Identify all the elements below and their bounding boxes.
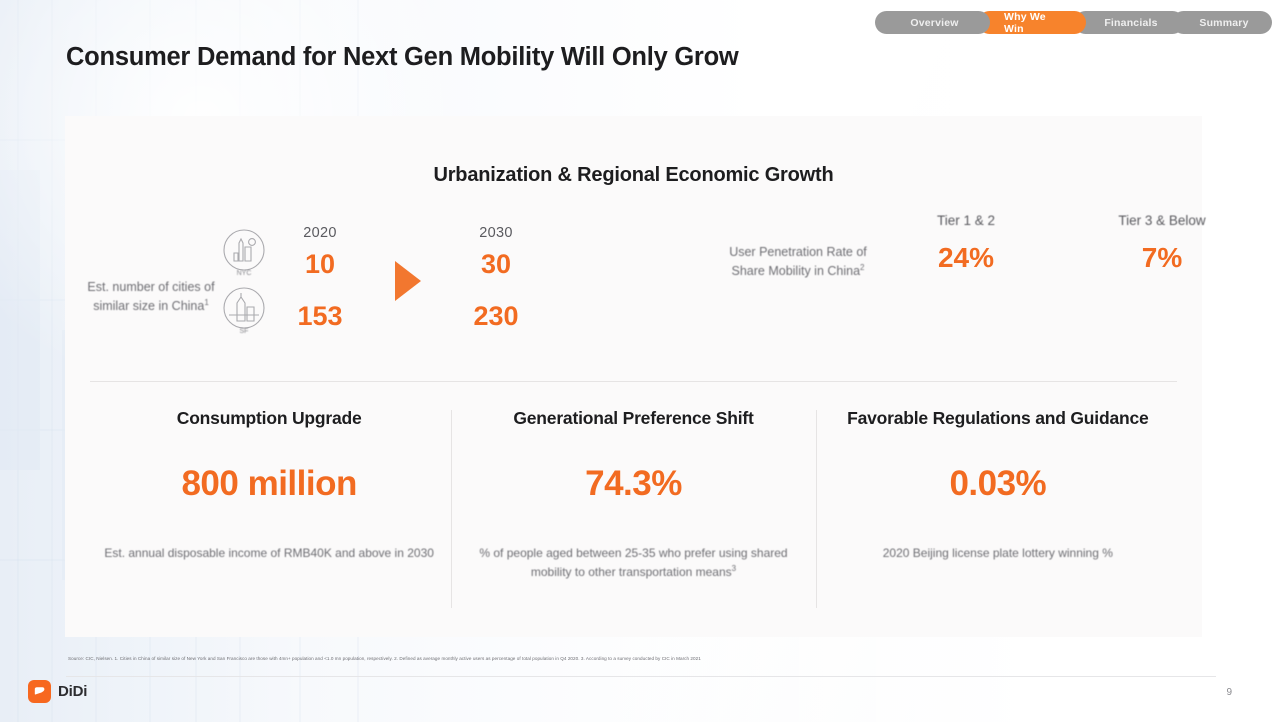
tier-1-2-group: Tier 1 & 2 24% xyxy=(891,213,1041,274)
section-nav: Overview Why We Win Financials Summary xyxy=(875,10,1272,35)
penetration-label: User Penetration Rate of Share Mobility … xyxy=(723,243,873,282)
column-title: Favorable Regulations and Guidance xyxy=(847,408,1149,428)
cities-column-2030: 2030 30 230 xyxy=(453,225,539,335)
tier-3-below-group: Tier 3 & Below 7% xyxy=(1087,213,1237,274)
card-heading: Urbanization & Regional Economic Growth xyxy=(433,164,834,186)
top-metrics-row: Est. number of cities of similar size in… xyxy=(65,213,1205,353)
column-description: Est. annual disposable income of RMB40K … xyxy=(101,544,437,563)
column-description-sup: 3 xyxy=(731,564,737,574)
city-icon-column: NYC SF xyxy=(221,227,267,335)
column-value: 800 million xyxy=(181,464,357,503)
penetration-label-sup: 2 xyxy=(860,263,865,273)
cities-value-sf: 230 xyxy=(473,300,519,331)
tier-heading: Tier 1 & 2 xyxy=(936,213,996,228)
year-label: 2030 xyxy=(479,225,513,242)
footnote: Source: CIC, Nielsen. 1. Cities in China… xyxy=(68,656,701,661)
cities-label-sup: 1 xyxy=(204,298,209,308)
nav-tab-label: Why We Win xyxy=(1004,10,1046,35)
column-description-text: Est. annual disposable income of RMB40K … xyxy=(104,546,434,560)
footer-divider xyxy=(66,676,1216,677)
cities-metric-group: Est. number of cities of similar size in… xyxy=(87,213,687,348)
growth-arrow-wrap xyxy=(363,221,453,341)
bottom-columns: Consumption Upgrade 800 million Est. ann… xyxy=(65,408,1202,609)
horizontal-divider xyxy=(90,381,1177,382)
column-description: % of people aged between 25-35 who prefe… xyxy=(465,544,801,582)
nyc-skyline-icon xyxy=(221,227,267,273)
tier-heading: Tier 3 & Below xyxy=(1118,213,1206,228)
tier-value: 7% xyxy=(1141,242,1183,273)
column-favorable-regulations: Favorable Regulations and Guidance 0.03%… xyxy=(815,408,1180,609)
column-description: 2020 Beijing license plate lottery winni… xyxy=(830,544,1166,563)
cities-column-2020: 2020 10 153 xyxy=(277,225,363,335)
penetration-metric-group: User Penetration Rate of Share Mobility … xyxy=(687,213,1237,348)
nav-tab-summary[interactable]: Summary xyxy=(1172,11,1272,34)
nav-tab-why-we-win[interactable]: Why We Win xyxy=(978,10,1086,35)
nav-tab-label: Overview xyxy=(910,16,959,29)
brand-name: DiDi xyxy=(58,683,88,700)
year-label: 2020 xyxy=(303,225,337,242)
page-title: Consumer Demand for Next Gen Mobility Wi… xyxy=(66,43,739,71)
content-card: Urbanization & Regional Economic Growth … xyxy=(65,116,1206,637)
cities-label-text: Est. number of cities of similar size in… xyxy=(87,280,215,314)
brand-logo: DiDi xyxy=(28,680,87,703)
column-title: Consumption Upgrade xyxy=(176,408,362,428)
tier-value: 24% xyxy=(937,242,995,273)
nav-tab-overview[interactable]: Overview xyxy=(875,11,990,34)
column-generational-preference-shift: Generational Preference Shift 74.3% % of… xyxy=(451,408,815,609)
column-title: Generational Preference Shift xyxy=(513,408,754,428)
column-value: 74.3% xyxy=(585,464,682,503)
sf-icon-caption: SF xyxy=(239,327,249,335)
sf-landmark-icon xyxy=(221,285,267,331)
page-number: 9 xyxy=(1226,687,1232,698)
penetration-label-text: User Penetration Rate of Share Mobility … xyxy=(729,245,867,279)
cities-value-nyc: 30 xyxy=(480,249,512,280)
nav-tab-financials[interactable]: Financials xyxy=(1074,11,1184,34)
cities-label: Est. number of cities of similar size in… xyxy=(87,278,215,317)
column-description-text: 2020 Beijing license plate lottery winni… xyxy=(882,546,1113,560)
nav-tab-label: Summary xyxy=(1199,16,1249,29)
cities-value-nyc: 10 xyxy=(304,249,336,280)
column-value: 0.03% xyxy=(949,464,1047,503)
arrow-right-icon xyxy=(395,260,421,301)
column-consumption-upgrade: Consumption Upgrade 800 million Est. ann… xyxy=(87,408,451,582)
nav-tab-label: Financials xyxy=(1104,16,1158,29)
cities-value-sf: 153 xyxy=(297,300,343,331)
didi-logo-icon xyxy=(28,680,51,703)
nyc-icon-caption: NYC xyxy=(236,269,252,277)
column-description-text: % of people aged between 25-35 who prefe… xyxy=(479,546,788,580)
